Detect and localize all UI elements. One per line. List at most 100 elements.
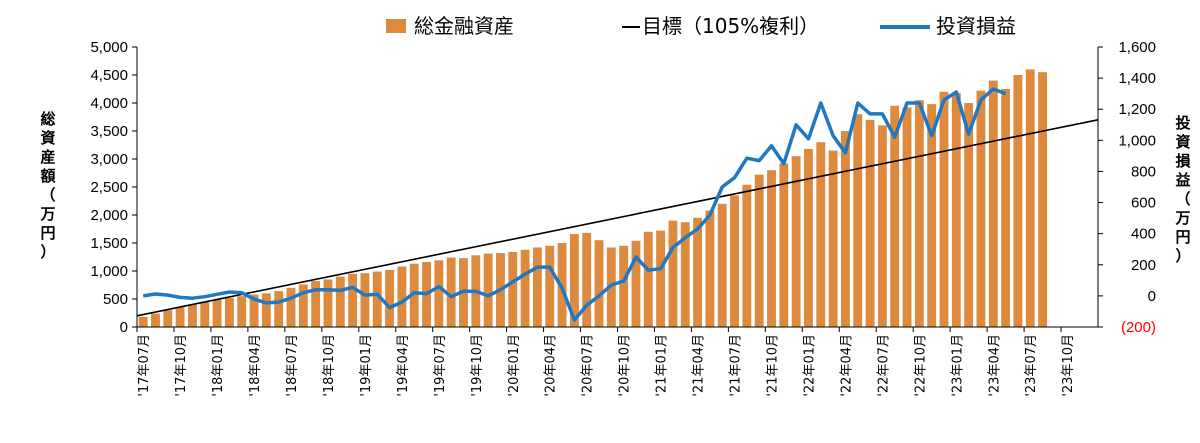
- y-right-tick-label: 800: [1131, 163, 1156, 180]
- asset-bar: [902, 107, 912, 327]
- y-right-title-char: 投: [1175, 114, 1190, 132]
- asset-bar: [298, 284, 308, 327]
- asset-bar: [335, 276, 345, 327]
- asset-bar: [163, 310, 173, 327]
- profit-line: [142, 87, 1007, 322]
- y-left-tick-label: 500: [103, 291, 128, 308]
- x-axis-ticks: '17年07月 '17年10月 '18年01月 '18年04月 '18年07月 '18年1…: [136, 327, 1076, 397]
- x-tick-label: '23年10月: [1061, 334, 1076, 397]
- asset-bar: [1001, 89, 1011, 327]
- asset-bar: [1013, 75, 1023, 327]
- asset-bar: [348, 273, 358, 327]
- x-tick-label: '23年01月: [950, 334, 965, 397]
- y-left-tick-label: 5,000: [90, 39, 128, 56]
- asset-bar: [237, 296, 247, 327]
- asset-bar: [434, 260, 444, 327]
- x-tick-label: '21年10月: [766, 334, 781, 397]
- asset-bar: [446, 257, 456, 327]
- asset-bar: [175, 307, 185, 327]
- x-tick-label: '18年07月: [285, 334, 300, 397]
- asset-bar: [569, 234, 579, 327]
- legend-profit-label: 投資損益: [936, 14, 1016, 38]
- y-right-tick-label: 200: [1131, 257, 1156, 274]
- y-left-tick-label: 4,500: [90, 67, 128, 84]
- y-right-title-char: 損: [1175, 152, 1191, 170]
- y-left-title-char: 資: [40, 129, 55, 147]
- asset-bar: [188, 304, 197, 327]
- asset-bar: [138, 316, 148, 327]
- asset-bar: [988, 80, 998, 327]
- y-right-title-char: 万: [1174, 209, 1190, 227]
- x-tick-label: '19年01月: [359, 334, 374, 397]
- x-tick-label: '17年07月: [137, 334, 152, 397]
- y-left-title-char: （: [40, 186, 55, 204]
- asset-bar: [274, 291, 284, 327]
- x-tick-label: '19年10月: [470, 334, 485, 397]
- asset-bar: [582, 232, 592, 327]
- y-left-tick-label: 1,500: [90, 235, 128, 252]
- y-left-title-char: 額: [39, 167, 55, 185]
- asset-bar: [261, 293, 271, 327]
- asset-bar: [286, 287, 296, 327]
- x-tick-label: '17年10月: [174, 334, 189, 397]
- x-tick-label: '21年07月: [729, 334, 744, 397]
- asset-bar: [840, 131, 850, 327]
- asset-bar: [853, 114, 863, 327]
- asset-bar: [914, 100, 924, 327]
- asset-bar: [668, 220, 678, 327]
- x-tick-label: '21年04月: [692, 334, 707, 397]
- asset-bar: [200, 301, 210, 327]
- asset-bar: [532, 247, 542, 327]
- asset-bar: [212, 299, 222, 327]
- y-left-tick-label: 2,000: [90, 207, 128, 224]
- asset-bar: [951, 92, 961, 327]
- x-tick-label: '18年04月: [248, 334, 263, 397]
- target-line: [136, 119, 1099, 317]
- y-left-title-char: ）: [40, 243, 55, 261]
- asset-bar: [508, 251, 518, 327]
- asset-bar: [939, 91, 949, 327]
- y-right-tick-label: 0: [1148, 288, 1156, 305]
- asset-bar: [397, 266, 407, 327]
- x-tick-label: '22年07月: [876, 334, 891, 397]
- y-axis-right-ticks: (200) 0 200 400 600 800 1,000 1,200 1,400 1,600: [1098, 39, 1156, 336]
- x-tick-label: '20年10月: [618, 334, 633, 397]
- asset-bar: [927, 104, 937, 328]
- asset-bar: [520, 249, 530, 327]
- y-right-tick-label: (200): [1121, 319, 1156, 336]
- asset-bar: [372, 271, 382, 327]
- x-tick-label: '19年07月: [433, 334, 448, 397]
- asset-bar: [545, 245, 555, 327]
- asset-bar: [631, 240, 641, 327]
- y-left-tick-label: 1,000: [90, 263, 128, 280]
- asset-bar: [680, 222, 690, 327]
- line-series: [136, 87, 1099, 322]
- asset-bar: [877, 125, 887, 328]
- x-tick-label: '21年01月: [655, 334, 670, 397]
- asset-bar: [717, 203, 727, 327]
- y-left-tick-label: 4,000: [90, 95, 128, 112]
- asset-bar: [249, 294, 259, 327]
- x-tick-label: '19年04月: [396, 334, 411, 397]
- y-right-title-char: 資: [1175, 133, 1190, 151]
- y-right-title-char: ）: [1175, 247, 1190, 265]
- x-tick-label: '18年01月: [211, 334, 226, 397]
- asset-bar: [804, 148, 813, 327]
- asset-bar: [730, 195, 739, 327]
- y-right-title-char: 益: [1175, 171, 1190, 189]
- asset-bar: [791, 156, 801, 327]
- y-left-title-char: 総: [40, 110, 55, 128]
- y-axis-left-ticks: 0 500 1,000 1,500 2,000 2,500 3,000 3,500 4,000 4…: [90, 39, 137, 336]
- x-tick-label: '22年01月: [803, 334, 818, 397]
- asset-bar: [385, 269, 395, 327]
- y-left-tick-label: 2,500: [90, 179, 128, 196]
- asset-bar: [964, 103, 974, 327]
- y-left-tick-label: 3,000: [90, 151, 128, 168]
- y-right-tick-label: 1,400: [1118, 70, 1156, 87]
- x-tick-label: '20年01月: [507, 334, 522, 397]
- legend: 総金融資産 目標（105%複利） 投資損益: [386, 14, 1016, 38]
- y-right-tick-label: 400: [1131, 226, 1156, 243]
- x-tick-label: '20年07月: [581, 334, 596, 397]
